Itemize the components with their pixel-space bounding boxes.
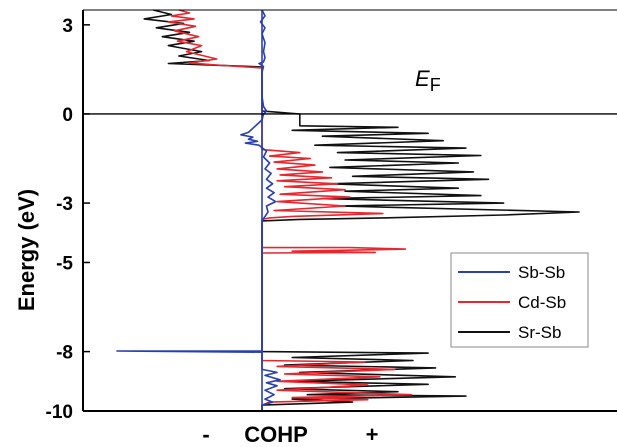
series-line-sb-sb (116, 9, 281, 411)
fermi-level-label: EF (415, 66, 441, 95)
legend-items: Sb-Sb Cd-Sb Sr-Sb (458, 263, 566, 342)
legend-label-cd-sb: Cd-Sb (518, 293, 566, 312)
legend: Sb-Sb Cd-Sb Sr-Sb (450, 252, 589, 348)
x-axis-positive-label: + (366, 422, 379, 447)
y-tick-label: 3 (62, 16, 73, 37)
y-tick-label: -8 (56, 343, 73, 364)
x-axis-negative-label: - (202, 422, 209, 447)
y-tick-label: -5 (56, 253, 73, 274)
series-line-cd-sb (167, 9, 413, 411)
axes (82, 9, 617, 412)
legend-label-sr-sb: Sr-Sb (518, 323, 561, 342)
plot-area (116, 9, 580, 411)
y-tick-label: -3 (56, 194, 73, 215)
series-line-sr-sb (143, 9, 580, 411)
x-axis-title: COHP (244, 422, 308, 447)
legend-label-sb-sb: Sb-Sb (518, 263, 565, 282)
fermi-label-sub: F (430, 75, 441, 95)
y-tick-labels: 3 0 -3 -5 -8 -10 (46, 16, 90, 423)
y-tick-label: 0 (62, 105, 73, 126)
y-axis-title: Energy (eV) (14, 189, 39, 311)
fermi-label-main: E (415, 66, 430, 91)
y-tick-label: -10 (46, 402, 73, 423)
